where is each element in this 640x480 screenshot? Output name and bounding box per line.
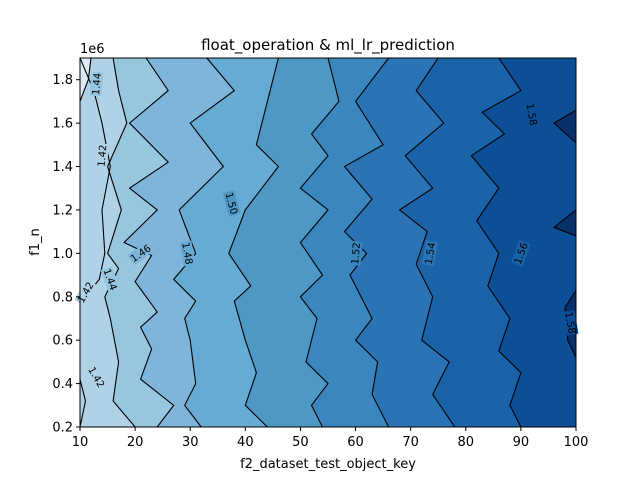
contour-line (553, 109, 576, 144)
x-tick-label: 60 (347, 435, 364, 450)
contour-lines (80, 58, 576, 427)
contour-label: 1.48 (179, 240, 196, 267)
y-tick-label: 1.0 (52, 247, 73, 262)
contour-line (299, 58, 340, 427)
contour-label-bg (127, 241, 154, 266)
contour-label-bg (179, 240, 196, 267)
y-tick-label: 1.6 (52, 117, 73, 132)
x-tick-label: 90 (513, 435, 530, 450)
x-tick-label: 100 (564, 435, 589, 450)
x-tick-label: 40 (237, 435, 254, 450)
contour-label-bg (85, 363, 108, 391)
contour-label: 1.58 (523, 101, 540, 128)
contour-line (552, 209, 576, 237)
y-tick-label: 0.2 (52, 421, 73, 436)
contour-label-text: 1.42 (97, 144, 110, 167)
contour-line (398, 58, 456, 427)
y-tick-label: 1.4 (52, 160, 73, 175)
contour-line (228, 58, 280, 427)
x-tick-label: 20 (127, 435, 144, 450)
contour-label-bg (89, 71, 104, 97)
y-tick-label: 1.2 (52, 203, 73, 218)
contour-bands (80, 58, 576, 427)
contour-label: 1.58 (562, 309, 579, 336)
contour-band (554, 110, 576, 143)
y-tick-label: 0.4 (52, 377, 73, 392)
contour-label: 1.54 (422, 240, 439, 267)
x-tick-label: 50 (292, 435, 309, 450)
contour-label-text: 1.58 (524, 103, 539, 127)
contour-line (104, 58, 136, 427)
x-tick-label: 30 (182, 435, 199, 450)
contour-label: 1.44 (89, 71, 104, 97)
contour-line (172, 58, 236, 427)
contour-label-bg (562, 309, 579, 336)
contour-labels: 1.441.421.461.441.421.421.481.501.52 1.54… (74, 71, 579, 391)
y-tick-label: 0.6 (52, 334, 73, 349)
y-axis-ticks: 0.2 0.4 0.6 0.8 1.0 1.2 1.4 1.6 1.8 (52, 73, 80, 436)
contour-line (470, 58, 522, 427)
contour-label-bg (348, 240, 363, 266)
contour-label-bg (422, 240, 438, 267)
contour-label-bg (100, 266, 121, 293)
x-axis-label: f2_dataset_test_object_key (240, 457, 416, 472)
contour-label-bg (523, 101, 540, 128)
x-axis-ticks: 10 20 30 40 50 60 70 80 90 100 (72, 427, 589, 450)
contour-label: 1.42 (94, 143, 110, 169)
contour-label-bg (511, 240, 531, 267)
y-offset-label: 1e6 (80, 42, 105, 57)
contour-band (554, 209, 576, 236)
contour-label: 1.52 (348, 240, 363, 266)
y-tick-label: 1.8 (52, 73, 73, 88)
contour-label-bg (94, 143, 110, 169)
chart-title: float_operation & ml_lr_prediction (201, 36, 455, 55)
contour-label-text: 1.48 (179, 242, 194, 266)
y-tick-label: 0.8 (52, 290, 73, 305)
contour-label-text: 1.44 (91, 73, 104, 96)
contour-label-text: 1.54 (424, 242, 439, 266)
contour-line (80, 58, 92, 102)
contour-line (123, 58, 175, 427)
contour-line (80, 379, 87, 427)
x-tick-label: 10 (72, 435, 89, 450)
contour-label-text: 1.52 (350, 242, 363, 265)
contour-line (80, 58, 111, 304)
y-axis-label: f1_n (28, 228, 43, 256)
x-tick-label: 70 (402, 435, 419, 450)
plot-frame (79, 57, 577, 428)
contour-label-text: 1.58 (562, 311, 577, 335)
x-tick-label: 80 (458, 435, 475, 450)
contour-line (343, 58, 390, 427)
